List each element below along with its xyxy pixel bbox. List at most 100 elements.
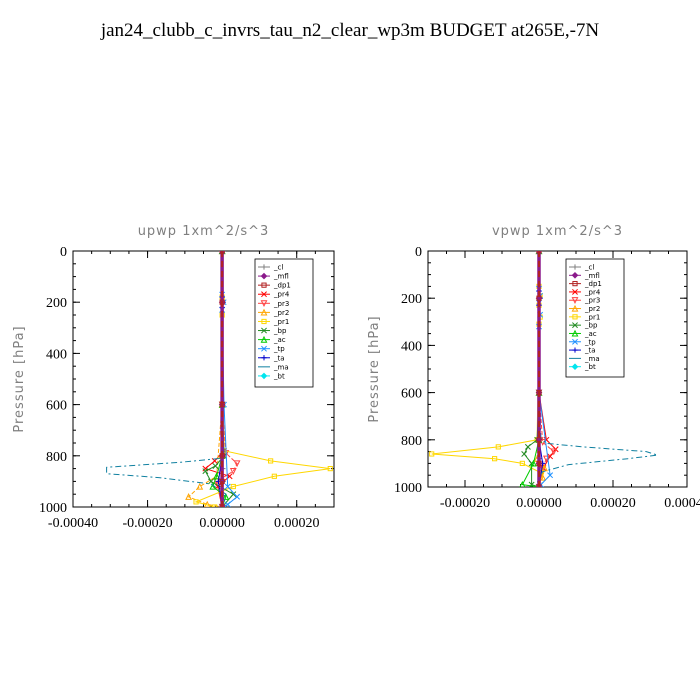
data-point-ac — [530, 459, 537, 467]
series-line-ma — [106, 251, 227, 507]
data-point-pr3 — [229, 468, 237, 475]
y-tick-label: 400 — [46, 347, 67, 362]
x-tick-label: -0.00020 — [440, 496, 490, 511]
data-point-pr2 — [539, 473, 547, 481]
data-point-ac — [519, 480, 526, 487]
legend-marker-ta — [572, 347, 578, 353]
data-point-pr1 — [193, 499, 199, 505]
legend-marker-ta — [261, 355, 267, 361]
x-tick-label: 0.00020 — [590, 496, 636, 511]
x-tick-label: 0.00040 — [664, 496, 700, 511]
chart-panel-1: upwp 1xm^2/s^3 Pressure [hPa] 0 200 400 600 80… — [12, 224, 335, 531]
data-point-pr1 — [495, 444, 501, 450]
data-point-dp1 — [536, 251, 542, 254]
y-tick-label: 800 — [46, 450, 67, 465]
legend-label-pr4: _pr4 — [273, 291, 290, 299]
data-point-pr1 — [492, 456, 498, 462]
y-tick-label: 600 — [401, 387, 422, 402]
legend-label-dp1: _dp1 — [273, 282, 291, 290]
data-point-bp — [202, 468, 209, 475]
data-point-pr3 — [233, 460, 241, 468]
legend-label-pr4: _pr4 — [584, 288, 601, 296]
legend-label-pr2: _pr2 — [273, 309, 289, 317]
data-point-dp1 — [536, 437, 542, 443]
legend-label-bt: _bt — [273, 372, 285, 380]
legend-marker-bp — [572, 322, 578, 329]
data-point-dp1 — [536, 390, 542, 396]
data-point-pr1 — [429, 451, 435, 457]
legend-marker-bt — [260, 372, 268, 380]
legend-label-pr1: _pr1 — [273, 318, 289, 326]
legend-marker-cl — [261, 264, 267, 270]
legend-marker-pr3 — [571, 297, 579, 304]
y-axis-label: Pressure [hPa] — [12, 325, 27, 432]
legend-label-cl: _cl — [273, 264, 283, 272]
data-point-tp — [224, 483, 231, 490]
data-point-pr2 — [185, 493, 192, 500]
legend-label-mfl: _mfl — [273, 273, 289, 281]
x-tick-label: -0.00040 — [48, 516, 98, 531]
data-point-dp1 — [219, 402, 225, 408]
legend-marker-mfl — [571, 272, 579, 279]
legend-marker-bt — [571, 363, 579, 370]
y-tick-label: 400 — [401, 339, 422, 354]
data-point-pr1 — [268, 458, 274, 464]
x-tick-label: -0.00020 — [122, 516, 172, 531]
panel-title: vpwp 1xm^2/s^3 — [492, 224, 623, 239]
legend: _cl_mfl_dp1_pr4_pr3_pr2_pr1_bp_ac_tp_ta_… — [254, 258, 314, 388]
legend-box — [565, 258, 625, 378]
legend-marker-ac — [260, 335, 268, 343]
y-tick-label: 0 — [415, 245, 422, 260]
legend-marker-cl — [572, 264, 578, 270]
data-point-pr1 — [212, 504, 218, 507]
page-title: jan24_clubb_c_invrs_tau_n2_clear_wp3m BU… — [100, 20, 600, 41]
data-point-dp1 — [536, 295, 542, 301]
legend-label-bt: _bt — [584, 363, 596, 371]
y-axis-label: Pressure [hPa] — [367, 315, 382, 422]
legend-marker-dp1 — [261, 282, 267, 288]
y-tick-label: 0 — [60, 245, 67, 260]
legend-marker-pr1 — [572, 314, 578, 320]
data-point-pr3 — [550, 448, 558, 456]
y-tick-label: 200 — [46, 296, 67, 311]
data-point-pr1 — [327, 466, 333, 472]
legend-marker-pr4 — [261, 291, 267, 298]
legend-label-ta: _ta — [584, 347, 596, 355]
x-tick-label: 0.00000 — [199, 516, 245, 531]
legend-box — [254, 258, 314, 388]
legend-marker-mfl — [260, 272, 268, 280]
data-point-dp1 — [219, 478, 225, 484]
data-point-dp1 — [219, 251, 225, 254]
y-tick-label: 200 — [401, 292, 422, 307]
legend-marker-pr2 — [571, 304, 579, 312]
chart-panel-2: vpwp 1xm^2/s^3 Pressure [hPa] 0 200 400 600 80… — [367, 224, 700, 511]
legend: _cl_mfl_dp1_pr4_pr3_pr2_pr1_bp_ac_tp_ta_… — [565, 258, 625, 378]
data-point-ac — [213, 472, 220, 480]
legend-marker-pr2 — [260, 308, 268, 316]
legend-label-bp: _bp — [273, 327, 287, 335]
data-point-dp1 — [536, 460, 542, 466]
data-point-dp1 — [219, 453, 225, 459]
x-tick-label: 0.00000 — [516, 496, 562, 511]
legend-label-tp: _tp — [584, 338, 596, 346]
legend-label-ac: _ac — [584, 330, 597, 338]
data-point-bp — [230, 491, 237, 498]
legend-marker-pr4 — [572, 288, 578, 295]
data-point-pr4 — [226, 473, 233, 480]
data-point-tp — [547, 472, 554, 479]
legend-marker-pr3 — [260, 300, 268, 308]
data-point-bp — [212, 463, 219, 469]
legend-marker-bp — [261, 327, 267, 334]
legend-label-mfl: _mfl — [584, 272, 600, 280]
y-tick-label: 1000 — [394, 481, 422, 496]
legend-label-dp1: _dp1 — [584, 280, 602, 288]
legend-label-ma: _ma — [273, 363, 289, 371]
legend-label-pr3: _pr3 — [273, 300, 289, 308]
data-point-bp — [521, 451, 528, 457]
data-point-dp1 — [536, 484, 542, 487]
data-point-bp — [524, 443, 531, 450]
legend-marker-tp — [261, 345, 267, 352]
legend-label-ma: _ma — [584, 355, 600, 363]
y-tick-label: 600 — [46, 399, 67, 414]
